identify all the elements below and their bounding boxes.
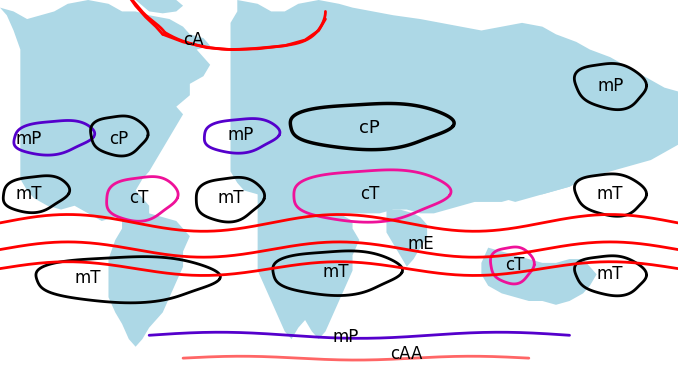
Text: cT: cT bbox=[129, 189, 148, 207]
Text: cP: cP bbox=[109, 130, 128, 148]
Text: mT: mT bbox=[597, 265, 624, 283]
Polygon shape bbox=[386, 210, 427, 267]
Text: cP: cP bbox=[359, 118, 380, 137]
Text: mT: mT bbox=[15, 185, 42, 203]
Polygon shape bbox=[0, 0, 210, 225]
Text: cAA: cAA bbox=[391, 345, 423, 363]
Text: mP: mP bbox=[333, 328, 359, 346]
Text: cA: cA bbox=[183, 31, 203, 49]
Polygon shape bbox=[231, 0, 678, 213]
Text: mE: mE bbox=[407, 235, 434, 253]
Text: mP: mP bbox=[16, 130, 41, 148]
Polygon shape bbox=[481, 248, 597, 305]
Text: mT: mT bbox=[597, 185, 624, 203]
Polygon shape bbox=[108, 206, 190, 347]
Text: mT: mT bbox=[322, 263, 349, 282]
Text: mT: mT bbox=[217, 189, 244, 207]
Polygon shape bbox=[136, 0, 183, 13]
Text: cT: cT bbox=[506, 256, 525, 274]
Polygon shape bbox=[475, 175, 576, 202]
Text: mP: mP bbox=[597, 77, 623, 95]
Text: mT: mT bbox=[75, 269, 102, 287]
Text: mP: mP bbox=[228, 126, 254, 144]
Text: cT: cT bbox=[360, 185, 379, 203]
Polygon shape bbox=[258, 190, 359, 339]
